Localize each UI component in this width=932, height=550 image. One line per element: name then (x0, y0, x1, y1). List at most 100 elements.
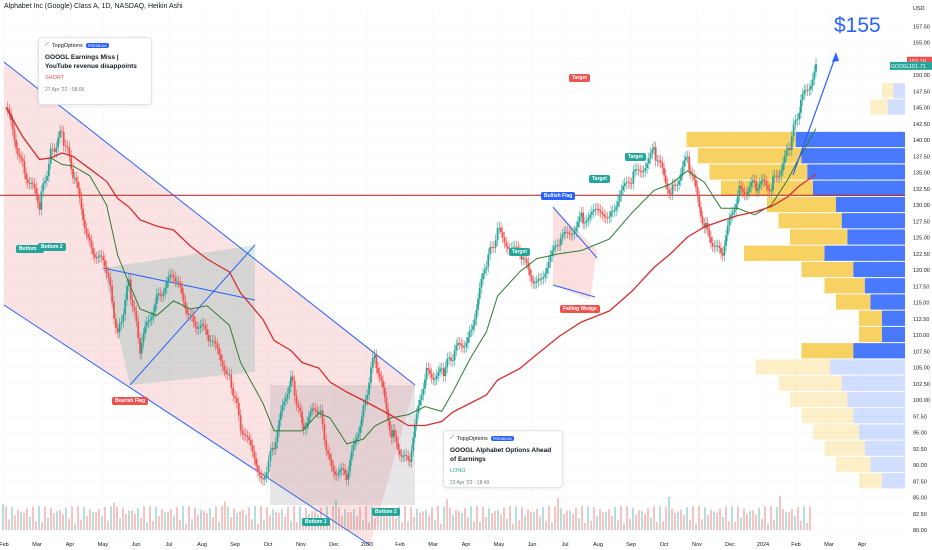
candle-body (478, 287, 481, 299)
idea-card-short[interactable]: ⟋ TopgOptions PREMIUM GOOGL Earnings Miss … (38, 37, 152, 105)
y-tick-label: 157.50 (913, 24, 930, 30)
volume-bar (491, 513, 493, 530)
volume-bar (242, 509, 244, 530)
candle-body (314, 408, 317, 411)
volume-bar (695, 523, 697, 530)
volume-bar (11, 507, 13, 530)
currency-label: USD (913, 6, 925, 12)
x-tick-label: Oct (660, 542, 669, 548)
volume-profile-bar (853, 408, 905, 424)
volume-profile-bar (795, 131, 905, 148)
card-badge: PREMIUM (85, 43, 109, 48)
candle-body (529, 268, 531, 276)
candle-body (741, 188, 744, 192)
volume-bar (218, 521, 220, 530)
volume-bar (356, 515, 358, 530)
volume-bar (113, 502, 115, 530)
volume-bar (65, 507, 67, 530)
volume-bar (506, 518, 508, 530)
volume-profile-bar (859, 473, 882, 489)
volume-bar (770, 506, 772, 530)
volume-profile-bar (882, 326, 905, 343)
volume-bar (533, 512, 535, 530)
x-tick-label: Nov (692, 542, 702, 548)
volume-profile-bar (767, 196, 836, 213)
candle-body (603, 214, 605, 217)
candle-body (276, 431, 279, 443)
y-tick-label: 100.00 (913, 398, 930, 404)
candle-body (534, 282, 536, 284)
candle-body (186, 308, 188, 314)
candle-body (126, 286, 128, 300)
candle-body (796, 119, 799, 121)
y-tick-label: 97.50 (913, 414, 927, 420)
volume-bar (338, 506, 340, 530)
candle-body (232, 387, 235, 396)
volume-bar (170, 509, 172, 530)
volume-bar (248, 507, 250, 530)
candle-body (599, 210, 602, 213)
volume-bar (803, 506, 805, 530)
symbol-price-value: 151.71 (909, 64, 926, 70)
candle-body (617, 201, 619, 207)
volume-bar (146, 522, 148, 530)
candle-body (775, 175, 778, 177)
y-tick-label: 107.50 (913, 349, 930, 355)
card-direction: SHORT (45, 75, 65, 81)
volume-profile-bar (824, 278, 865, 294)
candle-body (395, 435, 398, 443)
volume-bar (548, 506, 550, 530)
candle-body (721, 253, 724, 256)
volume-bar (527, 509, 529, 530)
candle-body (87, 233, 90, 238)
volume-bar (71, 506, 73, 530)
volume-bar (38, 506, 40, 530)
volume-bar (497, 509, 499, 530)
candle-body (601, 212, 604, 215)
candle-body (718, 245, 721, 248)
candle-body (221, 360, 224, 367)
candle-body (632, 171, 635, 184)
volume-bar (752, 510, 754, 530)
x-tick-label: Feb (791, 542, 800, 548)
candle-body (477, 298, 479, 310)
candle-body (370, 367, 372, 383)
candle-body (207, 335, 210, 341)
volume-profile-bar (801, 261, 854, 278)
volume-bar (437, 506, 439, 530)
candle-body (98, 255, 101, 257)
candle-body (580, 212, 583, 217)
candle-body (159, 293, 162, 296)
y-tick-label: 90.00 (913, 463, 927, 469)
volume-bar (794, 516, 796, 530)
x-tick-label: Sep (230, 542, 240, 548)
candle-body (388, 420, 391, 431)
candle-body (629, 182, 631, 184)
volume-bar (164, 512, 166, 530)
volume-bar (197, 514, 199, 530)
volume-bar (692, 506, 694, 530)
volume-bar (737, 506, 739, 530)
candle-body (487, 254, 490, 267)
candle-body (787, 147, 789, 151)
y-tick-label: 145.00 (913, 106, 930, 112)
y-tick-label: 102.50 (913, 382, 930, 388)
candle-body (174, 277, 177, 282)
candle-body (566, 231, 569, 233)
idea-card-long[interactable]: ⟋ TopgOptions PREMIUM GOOGL Alphabet Optio… (443, 430, 563, 488)
volume-bar (206, 513, 208, 530)
volume-bar (119, 518, 121, 530)
candle-body (145, 322, 148, 327)
candle-body (197, 328, 200, 329)
candle-body (641, 171, 643, 173)
candle-body (808, 89, 811, 91)
candle-body (446, 358, 449, 368)
candle-body (209, 340, 212, 342)
candle-body (750, 182, 753, 187)
volume-bar (2, 504, 4, 530)
candle-body (21, 158, 24, 162)
volume-bar (182, 506, 184, 530)
candle-body (286, 393, 289, 399)
candle-body (451, 360, 454, 362)
